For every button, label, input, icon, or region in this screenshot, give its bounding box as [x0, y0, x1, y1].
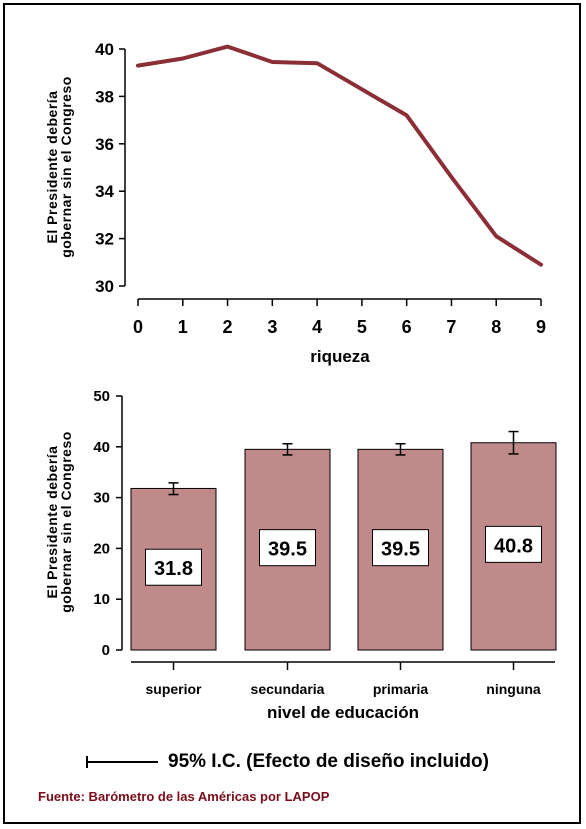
x-tick-label: 3 [267, 317, 277, 337]
y-tick-label: 40 [93, 439, 110, 456]
y-tick-label: 10 [93, 591, 110, 608]
x-tick-label: 1 [178, 317, 188, 337]
ci-legend-label: 95% I.C. (Efecto de diseño incluido) [168, 751, 489, 772]
y-tick-label: 38 [95, 87, 114, 106]
value-label-box [259, 529, 316, 567]
ci-legend: 95% I.C. (Efecto de diseño incluido) [86, 750, 489, 774]
x-tick-label: 8 [491, 317, 501, 337]
x-tick-label: ninguna [486, 681, 541, 697]
x-axis-label: nivel de educación [267, 703, 419, 722]
y-tick-label: 50 [93, 388, 110, 405]
y-tick-label: 30 [95, 277, 114, 296]
source-note: Fuente: Barómetro de las Américas por LA… [38, 789, 330, 804]
x-tick-label: 5 [357, 317, 367, 337]
x-tick-label: 4 [312, 317, 322, 337]
y-tick-label: 0 [102, 642, 110, 659]
ci-legend-line [86, 755, 158, 769]
value-label: 39.5 [268, 539, 307, 561]
x-tick-label: superior [145, 681, 202, 697]
x-tick-label: 9 [536, 317, 546, 337]
value-label-box [372, 529, 429, 567]
y-axis-label-line2: gobernar sin el Congreso [58, 76, 74, 258]
bar-chart-educacion: El Presidente debería gobernar sin el Co… [44, 388, 557, 722]
y-axis-label-line1: El Presidente debería [44, 446, 60, 599]
line-chart-riqueza: El Presidente debería gobernar sin el Co… [44, 40, 546, 366]
x-tick-label: 0 [133, 317, 143, 337]
y-tick-label: 40 [95, 40, 114, 59]
value-label-box [145, 548, 202, 586]
x-tick-label: secundaria [251, 681, 325, 697]
y-tick-label: 30 [93, 490, 110, 507]
x-tick-label: primaria [373, 681, 428, 697]
series-line-riqueza [136, 44, 543, 267]
x-tick-label: 6 [402, 317, 412, 337]
value-label-box [485, 525, 542, 563]
x-tick-label: 2 [223, 317, 233, 337]
y-tick-label: 32 [95, 230, 114, 249]
x-axis-label: riqueza [310, 347, 370, 366]
value-label: 40.8 [494, 535, 533, 557]
y-axis-label-line2: gobernar sin el Congreso [58, 431, 74, 613]
value-label: 31.8 [154, 558, 193, 580]
value-label: 39.5 [381, 539, 420, 561]
y-axis-label-line1: El Presidente debería [44, 91, 60, 244]
y-tick-label: 20 [93, 540, 110, 557]
y-tick-label: 36 [95, 135, 114, 154]
figure-frame [3, 3, 581, 824]
y-tick-label: 34 [95, 182, 114, 201]
x-tick-label: 7 [446, 317, 456, 337]
